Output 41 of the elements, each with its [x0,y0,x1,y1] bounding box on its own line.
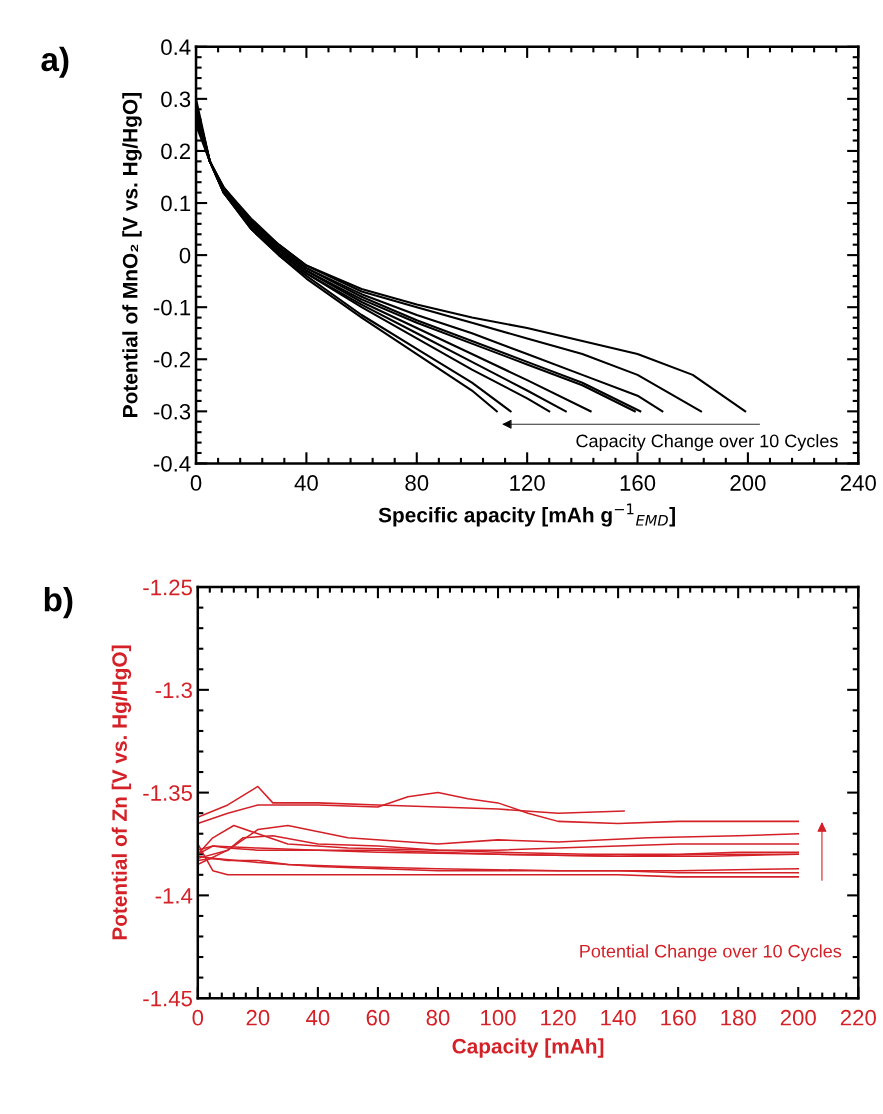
y-tick-label: 0 [179,247,191,264]
x-tick-label: 200 [730,475,766,491]
y-tick-label: -1.35 [143,785,192,801]
y-tick-label: -1.3 [155,682,192,699]
y-tick-label: 0.3 [161,91,191,108]
y-tick-label: -1.4 [155,888,193,904]
annotation: Potential Change over 10 Cycles [580,944,842,962]
x-tick-label: 180 [721,1009,756,1026]
x-tick-label: 240 [840,475,876,491]
y-tick-label: -0.1 [153,299,191,316]
y-tick-label: 0.4 [161,39,191,56]
x-tick-label: 100 [481,1009,516,1026]
x-tick-label: 60 [366,1009,390,1026]
chart-title: a) [41,46,69,78]
x-axis-title: Specific apacity [mAh g$^{−1}$$_{EMD}$] [378,503,675,527]
x-tick-label: 40 [306,1009,330,1026]
y-tick-label: -1.45 [143,990,192,1007]
x-axis-title: Capacity [mAh] [452,1038,604,1058]
y-tick-label: 0.2 [161,143,191,160]
x-tick-label: 160 [661,1009,696,1026]
y-tick-label: -0.4 [153,455,191,472]
chart-title: b) [44,587,73,619]
x-tick-label: 0 [192,1009,204,1026]
x-tick-label: 0 [190,475,202,491]
y-tick-label: -0.3 [153,403,191,420]
x-tick-label: 40 [294,475,318,491]
x-tick-label: 120 [541,1009,576,1026]
x-tick-label: 120 [510,475,545,491]
x-tick-label: 20 [246,1009,270,1026]
x-tick-label: 140 [601,1009,636,1026]
x-tick-label: 220 [840,1009,876,1026]
annotation: Capacity Change over 10 Cycles [576,434,838,451]
x-tick-label: 80 [426,1009,450,1026]
y-axis-title: Potential of MnO₂ [V vs. Hg/HgO] [122,93,142,417]
y-tick-label: -1.25 [143,579,192,596]
x-tick-label: 160 [620,475,656,491]
y-axis-title: Potential of Zn [V vs. Hg/HgO] [111,645,132,940]
y-tick-label: -0.2 [153,351,191,368]
x-tick-label: 200 [780,1009,816,1026]
x-tick-label: 80 [405,475,429,491]
y-tick-label: 0.1 [161,195,191,212]
